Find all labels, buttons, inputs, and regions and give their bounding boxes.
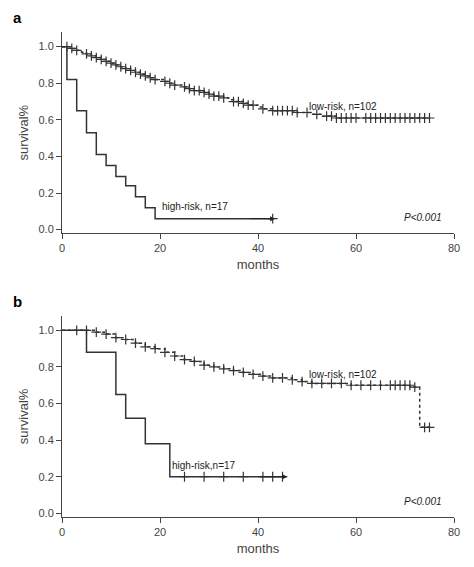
svg-text:0: 0 [59, 242, 65, 254]
svg-text:0.6: 0.6 [39, 397, 54, 409]
svg-text:20: 20 [154, 526, 166, 538]
svg-text:20: 20 [154, 242, 166, 254]
svg-text:a: a [13, 9, 22, 26]
svg-text:P<0.001: P<0.001 [404, 212, 442, 223]
svg-text:survival%: survival% [16, 388, 31, 444]
svg-text:1.0: 1.0 [39, 40, 54, 52]
svg-text:0.8: 0.8 [39, 361, 54, 373]
svg-text:b: b [13, 293, 22, 310]
svg-text:40: 40 [252, 242, 264, 254]
svg-text:0.2: 0.2 [39, 471, 54, 483]
svg-text:low-risk, n=102: low-risk, n=102 [309, 369, 377, 380]
svg-text:0.4: 0.4 [39, 434, 54, 446]
svg-text:survival%: survival% [16, 104, 31, 160]
svg-text:months: months [237, 257, 280, 272]
svg-text:months: months [237, 541, 280, 556]
svg-text:0.0: 0.0 [39, 223, 54, 235]
svg-text:40: 40 [252, 526, 264, 538]
svg-text:1.0: 1.0 [39, 324, 54, 336]
svg-text:60: 60 [350, 526, 362, 538]
svg-text:80: 80 [448, 526, 460, 538]
svg-text:high-risk, n=17: high-risk, n=17 [162, 201, 228, 212]
svg-text:0.4: 0.4 [39, 150, 54, 162]
svg-text:0: 0 [59, 526, 65, 538]
svg-text:0.8: 0.8 [39, 77, 54, 89]
svg-text:high-risk,n=17: high-risk,n=17 [172, 460, 236, 471]
svg-text:0.0: 0.0 [39, 507, 54, 519]
svg-text:P<0.001: P<0.001 [404, 496, 442, 507]
svg-text:0.6: 0.6 [39, 114, 54, 126]
svg-text:60: 60 [350, 242, 362, 254]
svg-text:low-risk, n=102: low-risk, n=102 [309, 101, 377, 112]
svg-text:0.2: 0.2 [39, 187, 54, 199]
svg-text:80: 80 [448, 242, 460, 254]
